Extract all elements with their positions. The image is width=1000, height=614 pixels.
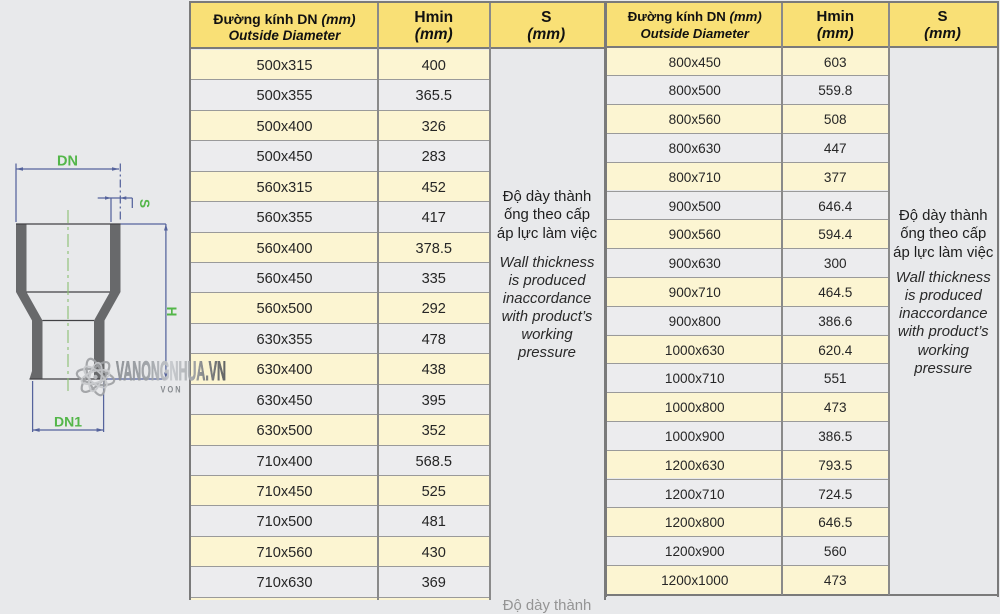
- svg-text:DN: DN: [57, 154, 78, 170]
- svg-text:VANONGNHUA.VN: VANONGNHUA.VN: [116, 356, 226, 386]
- svg-text:V O N: V O N: [161, 385, 181, 396]
- svg-text:S: S: [137, 199, 152, 208]
- svg-text:DN1: DN1: [54, 414, 82, 430]
- svg-text:H: H: [164, 307, 179, 317]
